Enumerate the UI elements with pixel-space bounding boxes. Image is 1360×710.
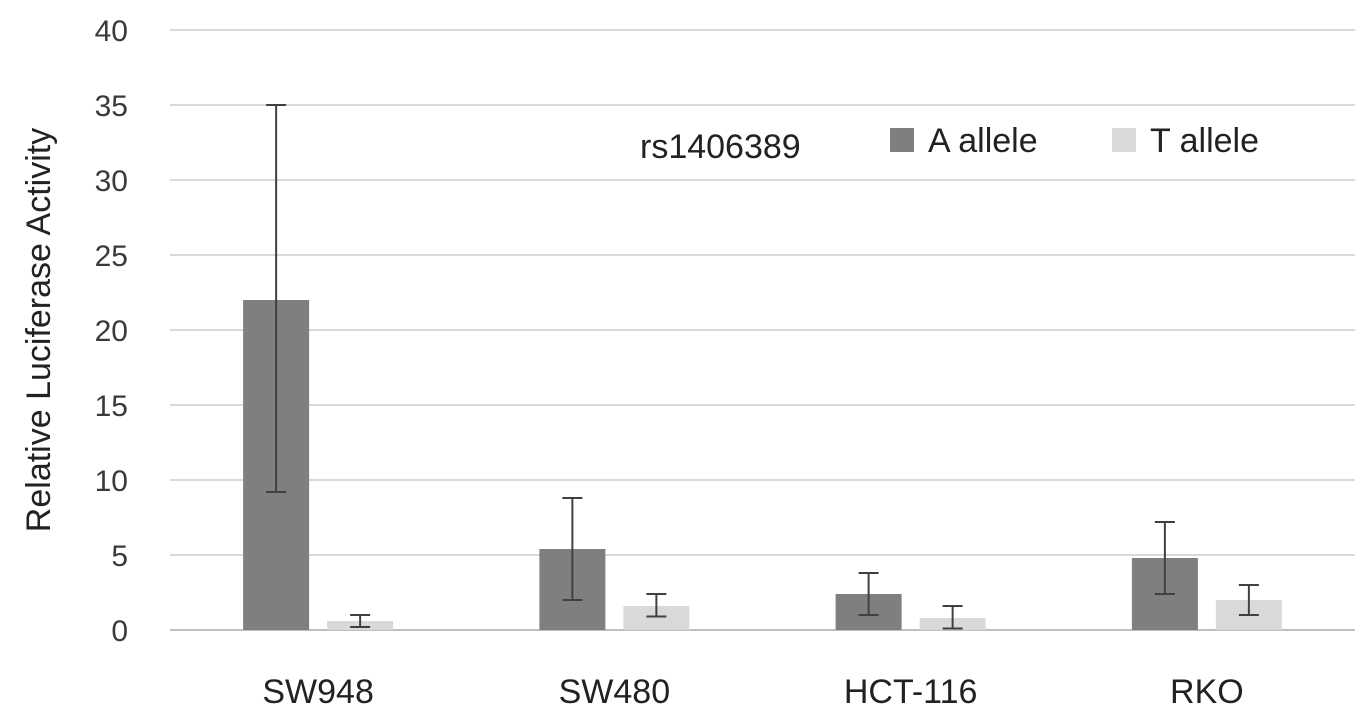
y-tick-label: 5	[111, 540, 128, 573]
y-tick-label: 15	[95, 390, 128, 423]
legend-label: A allele	[928, 122, 1038, 160]
y-tick-label: 0	[111, 615, 128, 648]
error-bar	[646, 593, 667, 618]
error-bar	[942, 605, 963, 630]
y-tick-label: 25	[95, 240, 128, 273]
x-category-label: HCT-116	[844, 673, 978, 710]
gridlines	[170, 29, 1355, 631]
error-bars	[266, 104, 1259, 630]
y-tick-label: 40	[95, 15, 128, 48]
y-tick-label: 35	[95, 90, 128, 123]
legend-label: T allele	[1150, 122, 1259, 160]
error-bar	[266, 104, 287, 493]
legend-swatch	[1112, 128, 1136, 152]
y-tick-label: 30	[95, 165, 128, 198]
legend-item: T allele	[1112, 122, 1259, 160]
legend: rs1406389 A allele T allele	[640, 122, 1259, 166]
x-category-label: SW948	[262, 673, 374, 710]
x-category-label: SW480	[559, 673, 671, 710]
error-bar	[350, 614, 371, 628]
legend-title: rs1406389	[640, 128, 801, 166]
y-axis-ticks: 0 5 10 15 20 25 30 35 40	[95, 15, 128, 648]
error-bar	[1154, 521, 1175, 595]
y-tick-label: 10	[95, 465, 128, 498]
error-bar	[1238, 584, 1259, 616]
x-category-label: RKO	[1170, 673, 1244, 710]
y-tick-label: 20	[95, 315, 128, 348]
legend-item: A allele	[890, 122, 1038, 160]
legend-swatch	[890, 128, 914, 152]
x-axis-categories: SW948 SW480 HCT-116 RKO	[262, 673, 1243, 710]
bars	[243, 300, 1282, 630]
y-axis-title: Relative Luciferase Activity	[20, 128, 58, 532]
error-bar	[858, 572, 879, 616]
error-bar	[562, 497, 583, 601]
